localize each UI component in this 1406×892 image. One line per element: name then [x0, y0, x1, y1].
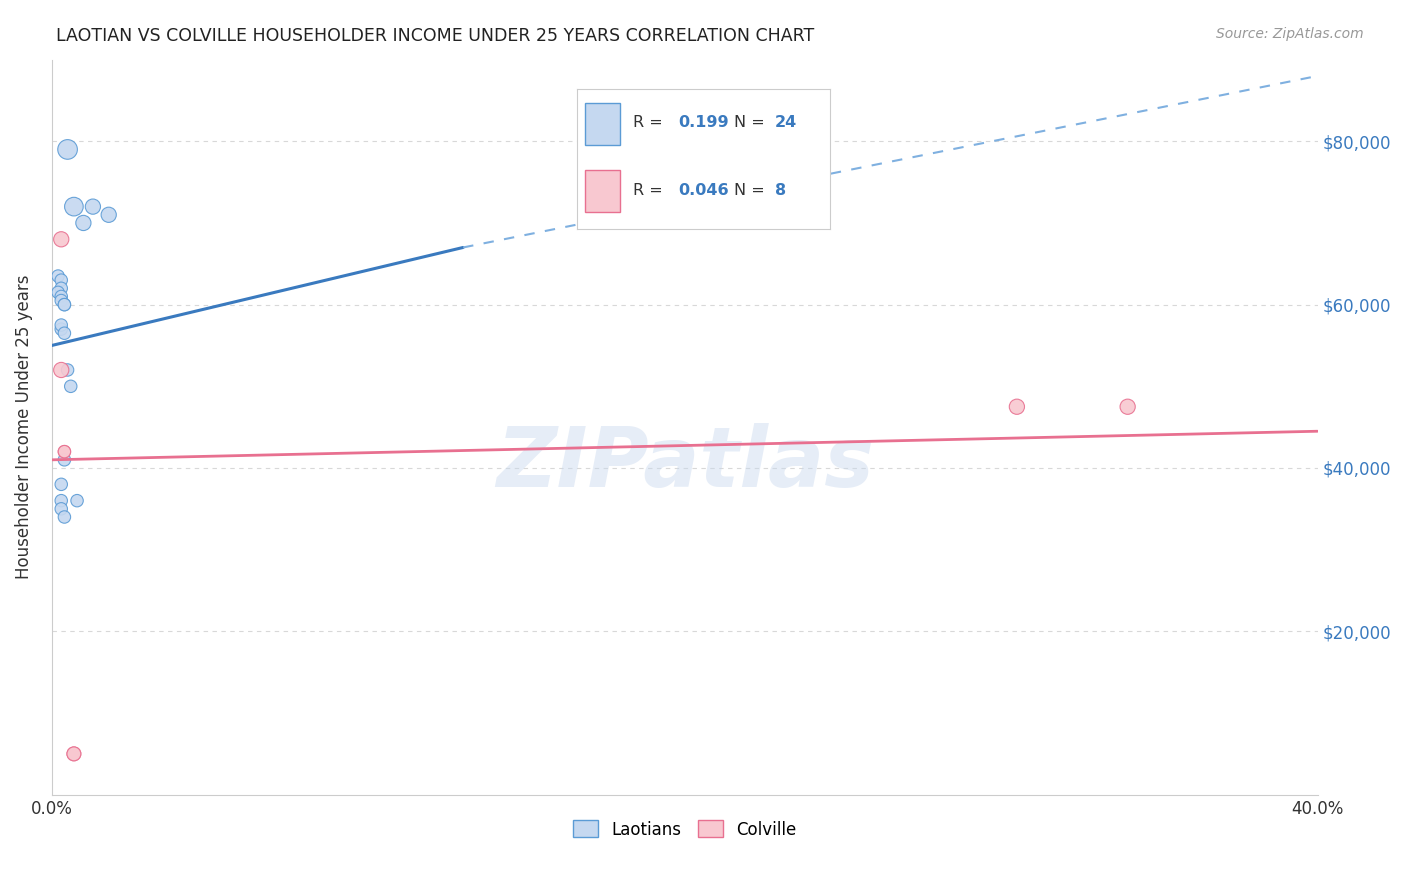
Point — [51, 281, 73, 295]
Point — [53, 298, 76, 312]
Point — [72, 216, 94, 230]
Point — [46, 268, 69, 283]
Point — [51, 477, 73, 491]
Point — [53, 510, 76, 524]
Point — [53, 326, 76, 341]
Point — [1005, 400, 1028, 414]
Point — [53, 452, 76, 467]
Point — [56, 363, 79, 377]
Point — [51, 232, 73, 246]
Text: Source: ZipAtlas.com: Source: ZipAtlas.com — [1216, 27, 1364, 41]
Y-axis label: Householder Income Under 25 years: Householder Income Under 25 years — [15, 275, 32, 580]
Point — [53, 298, 76, 312]
Text: ZIPatlas: ZIPatlas — [496, 424, 873, 504]
Point — [59, 379, 82, 393]
Point — [63, 200, 86, 214]
Point — [46, 285, 69, 300]
Point — [97, 208, 120, 222]
Point — [51, 363, 73, 377]
Point — [53, 444, 76, 458]
Point — [51, 501, 73, 516]
Legend: Laotians, Colville: Laotians, Colville — [567, 814, 803, 846]
Point — [1116, 400, 1139, 414]
Point — [51, 318, 73, 332]
Point — [51, 322, 73, 336]
Point — [51, 493, 73, 508]
Point — [51, 289, 73, 303]
Text: LAOTIAN VS COLVILLE HOUSEHOLDER INCOME UNDER 25 YEARS CORRELATION CHART: LAOTIAN VS COLVILLE HOUSEHOLDER INCOME U… — [56, 27, 814, 45]
Point — [51, 273, 73, 287]
Point — [51, 293, 73, 308]
Point — [82, 200, 104, 214]
Point — [56, 143, 79, 157]
Point — [63, 747, 86, 761]
Point — [66, 493, 89, 508]
Point — [63, 747, 86, 761]
Point — [53, 444, 76, 458]
